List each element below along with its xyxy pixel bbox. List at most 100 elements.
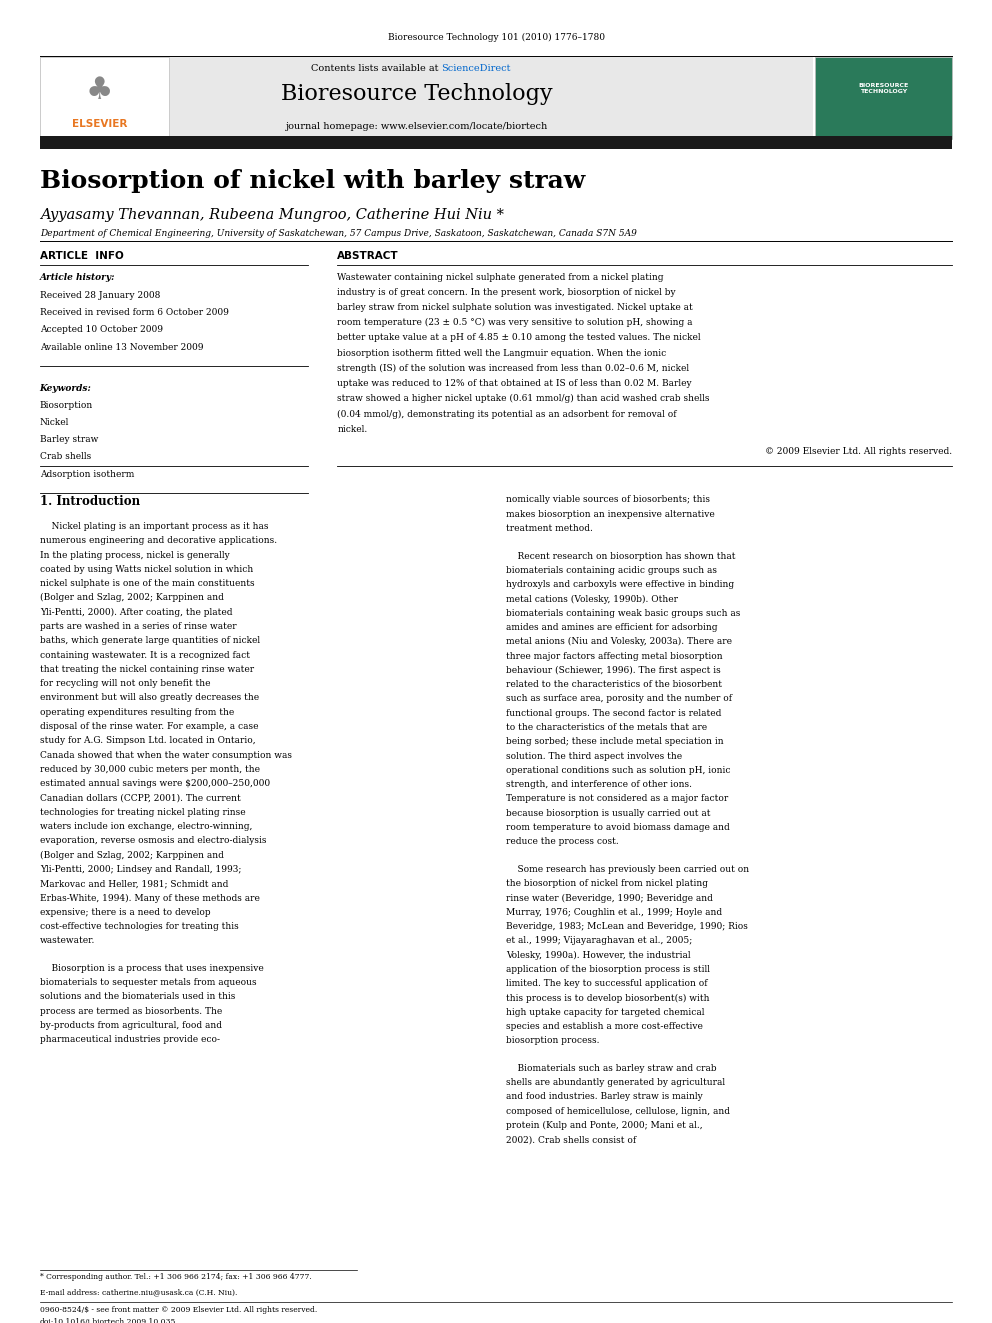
Text: Bioresource Technology: Bioresource Technology	[281, 83, 553, 106]
Text: containing wastewater. It is a recognized fact: containing wastewater. It is a recognize…	[40, 651, 250, 660]
Text: estimated annual savings were $200,000–250,000: estimated annual savings were $200,000–2…	[40, 779, 270, 789]
Text: composed of hemicellulose, cellulose, lignin, and: composed of hemicellulose, cellulose, li…	[506, 1106, 730, 1115]
Text: Barley straw: Barley straw	[40, 435, 98, 445]
Text: expensive; there is a need to develop: expensive; there is a need to develop	[40, 908, 210, 917]
Text: evaporation, reverse osmosis and electro-dialysis: evaporation, reverse osmosis and electro…	[40, 836, 266, 845]
Text: pharmaceutical industries provide eco-: pharmaceutical industries provide eco-	[40, 1035, 219, 1044]
Text: Erbas-White, 1994). Many of these methods are: Erbas-White, 1994). Many of these method…	[40, 893, 260, 902]
Text: nomically viable sources of biosorbents; this: nomically viable sources of biosorbents;…	[506, 495, 710, 504]
Text: application of the biosorption process is still: application of the biosorption process i…	[506, 964, 710, 974]
Text: Contents lists available at: Contents lists available at	[310, 64, 441, 73]
Text: species and establish a more cost-effective: species and establish a more cost-effect…	[506, 1021, 702, 1031]
Text: Nickel: Nickel	[40, 418, 69, 427]
Text: ELSEVIER: ELSEVIER	[71, 119, 127, 130]
Text: © 2009 Elsevier Ltd. All rights reserved.: © 2009 Elsevier Ltd. All rights reserved…	[765, 446, 952, 455]
Text: barley straw from nickel sulphate solution was investigated. Nickel uptake at: barley straw from nickel sulphate soluti…	[337, 303, 693, 312]
Text: industry is of great concern. In the present work, biosorption of nickel by: industry is of great concern. In the pre…	[337, 287, 676, 296]
Text: solution. The third aspect involves the: solution. The third aspect involves the	[506, 751, 682, 761]
Text: (0.04 mmol/g), demonstrating its potential as an adsorbent for removal of: (0.04 mmol/g), demonstrating its potenti…	[337, 409, 677, 418]
Text: limited. The key to successful application of: limited. The key to successful applicati…	[506, 979, 707, 988]
Text: baths, which generate large quantities of nickel: baths, which generate large quantities o…	[40, 636, 260, 646]
Text: process are termed as biosorbents. The: process are termed as biosorbents. The	[40, 1007, 222, 1016]
Text: operational conditions such as solution pH, ionic: operational conditions such as solution …	[506, 766, 730, 775]
Text: BIORESOURCE
TECHNOLOGY: BIORESOURCE TECHNOLOGY	[859, 83, 909, 94]
Text: biomaterials containing acidic groups such as: biomaterials containing acidic groups su…	[506, 566, 717, 576]
Text: such as surface area, porosity and the number of: such as surface area, porosity and the n…	[506, 695, 732, 704]
Text: journal homepage: www.elsevier.com/locate/biortech: journal homepage: www.elsevier.com/locat…	[286, 122, 548, 131]
Text: reduce the process cost.: reduce the process cost.	[506, 837, 619, 847]
Text: solutions and the biomaterials used in this: solutions and the biomaterials used in t…	[40, 992, 235, 1002]
Text: makes biosorption an inexpensive alternative: makes biosorption an inexpensive alterna…	[506, 509, 714, 519]
Text: being sorbed; these include metal speciation in: being sorbed; these include metal specia…	[506, 737, 723, 746]
Text: by-products from agricultural, food and: by-products from agricultural, food and	[40, 1021, 221, 1031]
Text: environment but will also greatly decreases the: environment but will also greatly decrea…	[40, 693, 259, 703]
Text: Crab shells: Crab shells	[40, 452, 91, 462]
Text: room temperature (23 ± 0.5 °C) was very sensitive to solution pH, showing a: room temperature (23 ± 0.5 °C) was very …	[337, 318, 692, 327]
Text: Bioresource Technology 101 (2010) 1776–1780: Bioresource Technology 101 (2010) 1776–1…	[388, 33, 604, 42]
Text: metal anions (Niu and Volesky, 2003a). There are: metal anions (Niu and Volesky, 2003a). T…	[506, 638, 732, 647]
Text: 2002). Crab shells consist of: 2002). Crab shells consist of	[506, 1135, 636, 1144]
Text: Biosorption: Biosorption	[40, 401, 93, 410]
Text: biosorption isotherm fitted well the Langmuir equation. When the ionic: biosorption isotherm fitted well the Lan…	[337, 348, 667, 357]
Text: related to the characteristics of the biosorbent: related to the characteristics of the bi…	[506, 680, 722, 689]
Text: * Corresponding author. Tel.: +1 306 966 2174; fax: +1 306 966 4777.: * Corresponding author. Tel.: +1 306 966…	[40, 1273, 311, 1281]
Text: disposal of the rinse water. For example, a case: disposal of the rinse water. For example…	[40, 722, 258, 732]
Text: room temperature to avoid biomass damage and: room temperature to avoid biomass damage…	[506, 823, 730, 832]
Text: biomaterials containing weak basic groups such as: biomaterials containing weak basic group…	[506, 609, 740, 618]
Text: Canadian dollars (CCPP, 2001). The current: Canadian dollars (CCPP, 2001). The curre…	[40, 794, 240, 803]
Text: uptake was reduced to 12% of that obtained at IS of less than 0.02 M. Barley: uptake was reduced to 12% of that obtain…	[337, 378, 691, 388]
Text: nickel.: nickel.	[337, 425, 367, 434]
Text: In the plating process, nickel is generally: In the plating process, nickel is genera…	[40, 550, 229, 560]
Text: wastewater.: wastewater.	[40, 937, 95, 946]
Text: to the characteristics of the metals that are: to the characteristics of the metals tha…	[506, 722, 707, 732]
Text: cost-effective technologies for treating this: cost-effective technologies for treating…	[40, 922, 238, 931]
Text: Canada showed that when the water consumption was: Canada showed that when the water consum…	[40, 750, 292, 759]
Text: Temperature is not considered as a major factor: Temperature is not considered as a major…	[506, 794, 728, 803]
Text: shells are abundantly generated by agricultural: shells are abundantly generated by agric…	[506, 1078, 725, 1088]
Text: Murray, 1976; Coughlin et al., 1999; Hoyle and: Murray, 1976; Coughlin et al., 1999; Hoy…	[506, 908, 722, 917]
Text: that treating the nickel containing rinse water: that treating the nickel containing rins…	[40, 664, 254, 673]
Text: Accepted 10 October 2009: Accepted 10 October 2009	[40, 325, 163, 335]
Text: Markovac and Heller, 1981; Schmidt and: Markovac and Heller, 1981; Schmidt and	[40, 878, 228, 888]
Text: parts are washed in a series of rinse water: parts are washed in a series of rinse wa…	[40, 622, 236, 631]
Text: (Bolger and Szlag, 2002; Karppinen and: (Bolger and Szlag, 2002; Karppinen and	[40, 851, 223, 860]
Text: doi:10.1016/j.biortech.2009.10.035: doi:10.1016/j.biortech.2009.10.035	[40, 1318, 176, 1323]
Text: E-mail address: catherine.niu@usask.ca (C.H. Niu).: E-mail address: catherine.niu@usask.ca (…	[40, 1289, 237, 1297]
Bar	[40, 136, 952, 149]
Text: three major factors affecting metal biosorption: three major factors affecting metal bios…	[506, 651, 722, 660]
Text: Biomaterials such as barley straw and crab: Biomaterials such as barley straw and cr…	[506, 1064, 716, 1073]
Text: rinse water (Beveridge, 1990; Beveridge and: rinse water (Beveridge, 1990; Beveridge …	[506, 893, 713, 902]
Text: metal cations (Volesky, 1990b). Other: metal cations (Volesky, 1990b). Other	[506, 594, 678, 603]
Text: et al., 1999; Vijayaraghavan et al., 2005;: et al., 1999; Vijayaraghavan et al., 200…	[506, 937, 692, 946]
Text: Some research has previously been carried out on: Some research has previously been carrie…	[506, 865, 749, 875]
Text: amides and amines are efficient for adsorbing: amides and amines are efficient for adso…	[506, 623, 717, 632]
Text: coated by using Watts nickel solution in which: coated by using Watts nickel solution in…	[40, 565, 253, 574]
Text: Ayyasamy Thevannan, Rubeena Mungroo, Catherine Hui Niu *: Ayyasamy Thevannan, Rubeena Mungroo, Cat…	[40, 208, 504, 222]
Bar	[815, 57, 952, 139]
Text: Available online 13 November 2009: Available online 13 November 2009	[40, 343, 203, 352]
Text: biomaterials to sequester metals from aqueous: biomaterials to sequester metals from aq…	[40, 978, 256, 987]
Text: high uptake capacity for targeted chemical: high uptake capacity for targeted chemic…	[506, 1008, 704, 1017]
Text: ARTICLE  INFO: ARTICLE INFO	[40, 251, 123, 262]
Text: Volesky, 1990a). However, the industrial: Volesky, 1990a). However, the industrial	[506, 950, 690, 959]
Text: ScienceDirect: ScienceDirect	[441, 64, 511, 73]
Text: Adsorption isotherm: Adsorption isotherm	[40, 470, 134, 479]
Text: (Bolger and Szlag, 2002; Karppinen and: (Bolger and Szlag, 2002; Karppinen and	[40, 593, 223, 602]
Text: Received 28 January 2008: Received 28 January 2008	[40, 291, 160, 300]
Text: Biosorption is a process that uses inexpensive: Biosorption is a process that uses inexp…	[40, 963, 264, 972]
Text: Article history:: Article history:	[40, 273, 115, 282]
Text: because biosorption is usually carried out at: because biosorption is usually carried o…	[506, 808, 710, 818]
Text: straw showed a higher nickel uptake (0.61 mmol/g) than acid washed crab shells: straw showed a higher nickel uptake (0.6…	[337, 394, 710, 404]
Text: behaviour (Schiewer, 1996). The first aspect is: behaviour (Schiewer, 1996). The first as…	[506, 665, 720, 675]
Text: hydroxyls and carboxyls were effective in binding: hydroxyls and carboxyls were effective i…	[506, 579, 734, 589]
Text: Biosorption of nickel with barley straw: Biosorption of nickel with barley straw	[40, 169, 585, 193]
Text: treatment method.: treatment method.	[506, 524, 593, 533]
Text: biosorption process.: biosorption process.	[506, 1036, 599, 1045]
Text: Wastewater containing nickel sulphate generated from a nickel plating: Wastewater containing nickel sulphate ge…	[337, 273, 664, 282]
Text: 0960-8524/$ - see front matter © 2009 Elsevier Ltd. All rights reserved.: 0960-8524/$ - see front matter © 2009 El…	[40, 1306, 316, 1314]
Text: strength (IS) of the solution was increased from less than 0.02–0.6 M, nickel: strength (IS) of the solution was increa…	[337, 364, 689, 373]
Text: functional groups. The second factor is related: functional groups. The second factor is …	[506, 709, 721, 718]
Text: reduced by 30,000 cubic meters per month, the: reduced by 30,000 cubic meters per month…	[40, 765, 260, 774]
Text: operating expenditures resulting from the: operating expenditures resulting from th…	[40, 708, 234, 717]
Text: Department of Chemical Engineering, University of Saskatchewan, 57 Campus Drive,: Department of Chemical Engineering, Univ…	[40, 229, 637, 238]
